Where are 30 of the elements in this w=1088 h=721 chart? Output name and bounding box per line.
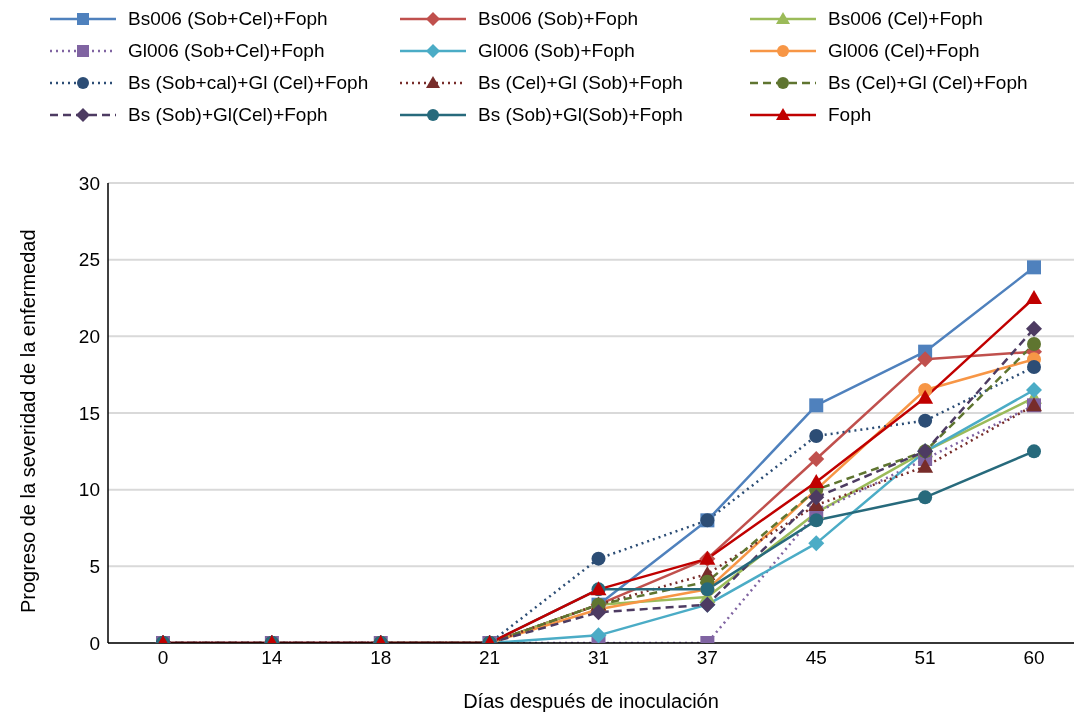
y-tick-label: 20: [78, 326, 100, 348]
x-tick-label: 0: [157, 647, 169, 669]
legend-label: Bs (Cel)+Gl (Cel)+Foph: [828, 72, 1028, 94]
legend-label: Bs006 (Sob)+Foph: [478, 8, 639, 30]
x-tick-label: 45: [805, 647, 827, 669]
y-tick-label: 10: [78, 479, 100, 501]
y-axis-title: Progreso de la severidad de la enfermedad: [17, 229, 40, 613]
legend-label: Bs006 (Sob+Cel)+Foph: [128, 8, 328, 30]
legend-label: Gl006 (Sob)+Foph: [478, 40, 635, 62]
legend-label: Bs (Sob+cal)+Gl (Cel)+Foph: [128, 72, 369, 94]
legend-label: Gl006 (Cel)+Foph: [828, 40, 980, 62]
x-tick-label: 18: [370, 647, 392, 669]
legend-label: Bs (Sob)+Gl(Sob)+Foph: [478, 104, 683, 126]
legend-label: Bs (Sob)+Gl(Cel)+Foph: [128, 104, 328, 126]
y-tick-label: 30: [78, 172, 100, 194]
x-tick-label: 60: [1023, 647, 1045, 669]
x-tick-label: 14: [261, 647, 283, 669]
y-tick-label: 5: [89, 556, 100, 578]
x-tick-label: 31: [587, 647, 610, 669]
legend-label: Bs (Cel)+Gl (Sob)+Foph: [478, 72, 683, 94]
y-tick-label: 15: [78, 402, 100, 424]
legend-label: Bs006 (Cel)+Foph: [828, 8, 983, 30]
x-tick-label: 51: [914, 647, 936, 669]
legend-label: Foph: [828, 104, 872, 126]
legend-label: Gl006 (Sob+Cel)+Foph: [128, 40, 325, 62]
y-tick-label: 0: [89, 632, 100, 654]
x-axis-title: Días después de inoculación: [463, 690, 719, 712]
x-tick-label: 37: [696, 647, 718, 669]
y-tick-label: 25: [78, 249, 100, 271]
x-tick-label: 21: [479, 647, 501, 669]
